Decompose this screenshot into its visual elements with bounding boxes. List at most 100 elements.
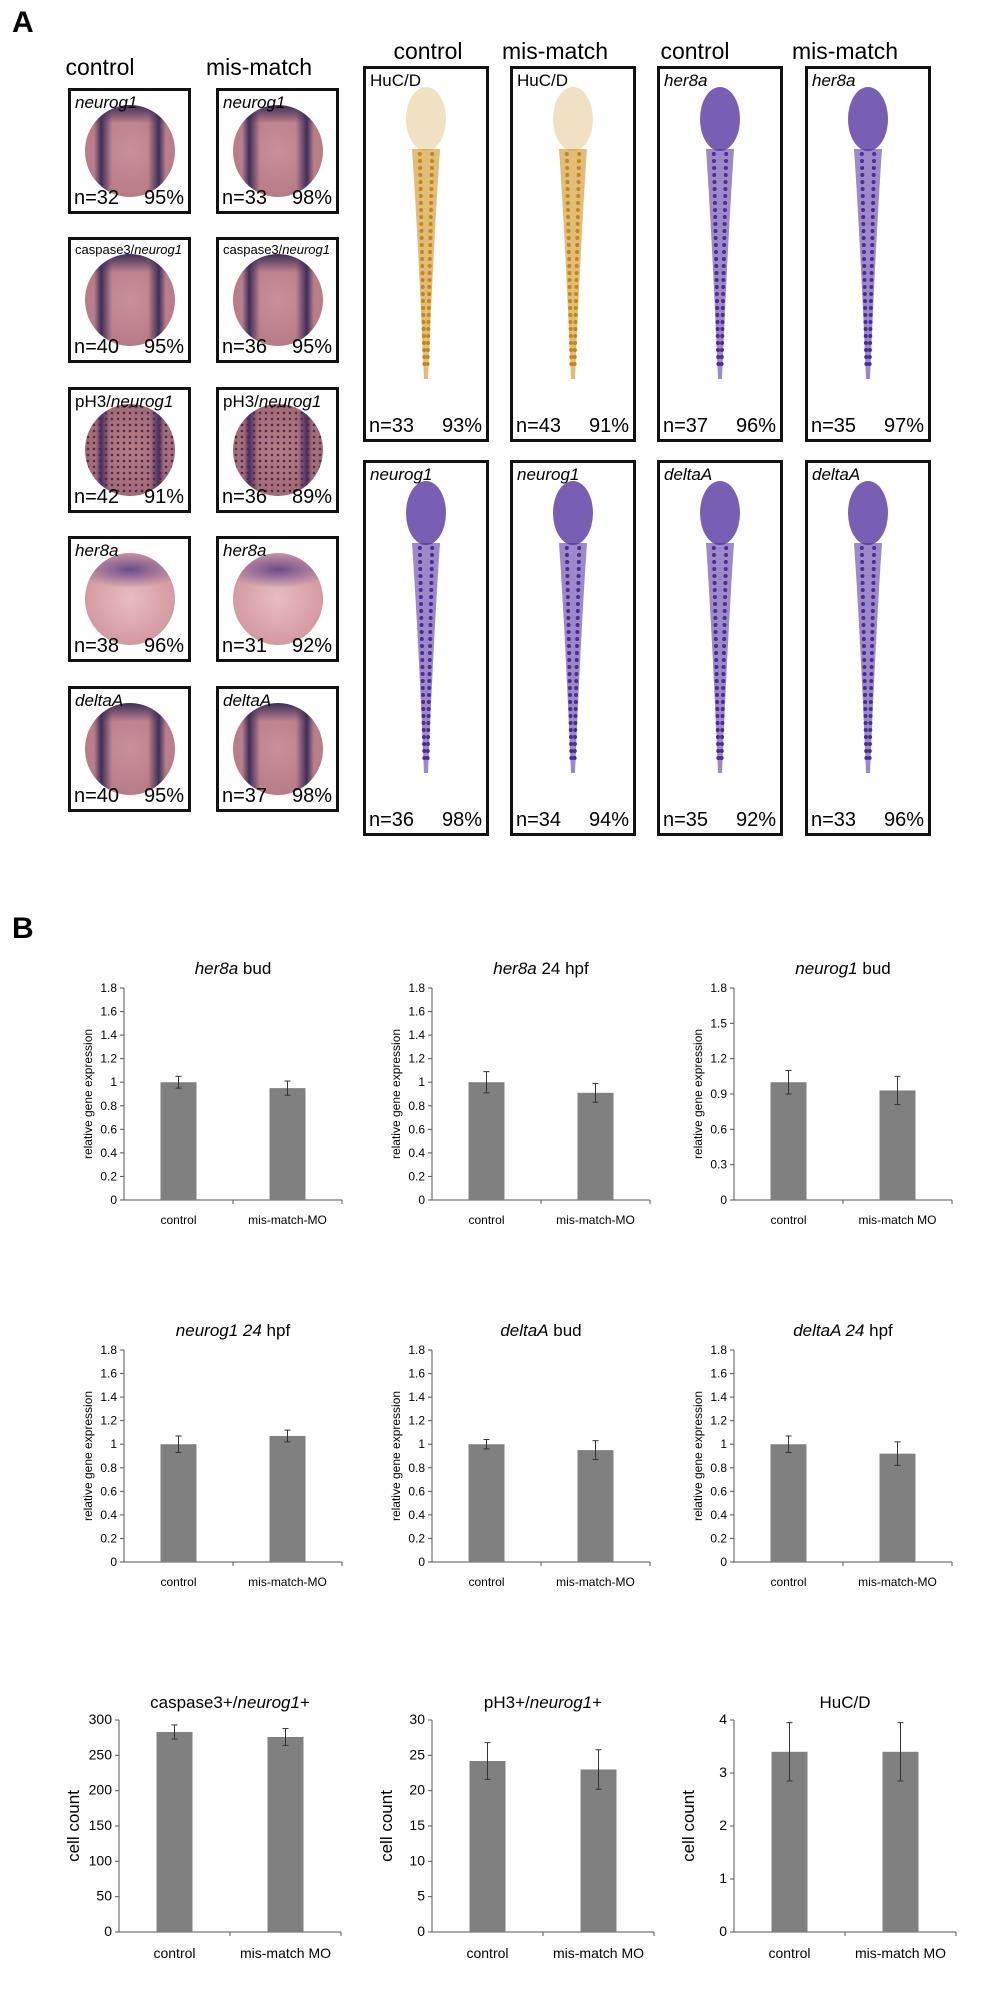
stain-dot bbox=[869, 285, 874, 289]
stain-dot bbox=[871, 201, 876, 205]
stain-dot bbox=[722, 630, 727, 634]
stain-dot bbox=[427, 292, 432, 296]
stain-dot bbox=[715, 299, 720, 303]
y-tick-label: 0.2 bbox=[710, 1531, 727, 1545]
y-tick-label: 5 bbox=[417, 1888, 425, 1904]
stain-dot bbox=[712, 173, 717, 177]
y-tick-label: 0.6 bbox=[100, 1122, 117, 1136]
y-tick-label: 1.8 bbox=[408, 981, 425, 995]
stain-dot bbox=[861, 208, 866, 212]
embryo-tile: caspase3/neurog1 n=36 95% bbox=[216, 237, 339, 363]
chart-title-gene: deltaA 24 bbox=[793, 1321, 864, 1340]
stain-dot bbox=[715, 334, 720, 338]
stain-dot bbox=[576, 166, 581, 170]
stain-dot bbox=[576, 187, 581, 191]
stain-dot bbox=[720, 721, 725, 725]
bar-chart: HuC/D 0 1 2 3 4 cell count control mis-match MO bbox=[670, 1680, 970, 1985]
stain-dot bbox=[713, 208, 718, 212]
stain-dot bbox=[575, 229, 580, 233]
stain-dot bbox=[421, 327, 426, 331]
stain-dot bbox=[714, 679, 719, 683]
stain-dot bbox=[721, 679, 726, 683]
embryo-image bbox=[85, 703, 175, 795]
stain-dot bbox=[565, 173, 570, 177]
chart-title: pH3+/neurog1+ bbox=[484, 1693, 602, 1712]
stain-dot bbox=[720, 707, 725, 711]
stain-dot bbox=[860, 560, 865, 564]
stain-dot bbox=[577, 159, 582, 163]
y-tick-label: 1.8 bbox=[710, 1343, 727, 1357]
bar bbox=[770, 1082, 807, 1200]
stain-dot bbox=[870, 215, 875, 219]
stain-dot bbox=[568, 700, 573, 704]
stain-dot bbox=[420, 679, 425, 683]
stain-dot bbox=[712, 201, 717, 205]
stain-dot bbox=[863, 334, 868, 338]
stain-dot bbox=[420, 271, 425, 275]
stain-dot bbox=[427, 264, 432, 268]
y-tick-label: 0.8 bbox=[408, 1099, 425, 1113]
stain-dot bbox=[722, 229, 727, 233]
chart-title-suffix: 24 hpf bbox=[537, 959, 589, 978]
chart-title-suffix: bud bbox=[549, 1321, 582, 1340]
stain-dot bbox=[567, 278, 572, 282]
stain-dot bbox=[572, 742, 577, 746]
column-header: control bbox=[65, 54, 135, 80]
stain-dot bbox=[426, 313, 431, 317]
bar bbox=[468, 1082, 505, 1200]
stain-dot bbox=[859, 546, 864, 550]
y-tick-label: 150 bbox=[89, 1817, 113, 1833]
stain-dot bbox=[421, 334, 426, 338]
y-tick-label: 0 bbox=[418, 1555, 425, 1569]
embryo-tile: pH3/neurog1 n=42 91% bbox=[68, 387, 191, 513]
stain-dot bbox=[575, 215, 580, 219]
stain-dot bbox=[567, 257, 572, 261]
percentage: 92% bbox=[735, 809, 776, 831]
stain-dot bbox=[714, 665, 719, 669]
stain-label-gene: her8a bbox=[75, 541, 119, 560]
sample-count: n=42 bbox=[74, 486, 120, 508]
stain-dot bbox=[426, 320, 431, 324]
stain-dot bbox=[711, 546, 716, 550]
column-header: mis-match bbox=[791, 38, 899, 64]
stain-dot bbox=[872, 159, 877, 163]
larva-body bbox=[559, 149, 587, 379]
stain-dot bbox=[566, 215, 571, 219]
larva-head bbox=[406, 87, 446, 151]
larva-tile: deltaA n=33 96% bbox=[805, 460, 931, 836]
stain-label: neurog1 bbox=[223, 93, 285, 113]
stain-dot bbox=[861, 616, 866, 620]
y-tick-label: 25 bbox=[409, 1746, 425, 1762]
stain-dot bbox=[568, 721, 573, 725]
stain-dot bbox=[861, 637, 866, 641]
x-tick-label: control bbox=[768, 1945, 810, 1961]
stain-dot bbox=[869, 658, 874, 662]
bar-chart: pH3+/neurog1+ 0 5 10 15 20 25 30 cell count contr… bbox=[368, 1680, 668, 1985]
stain-dot bbox=[429, 166, 434, 170]
larva-body bbox=[706, 543, 734, 773]
stain-dot bbox=[860, 588, 865, 592]
y-tick-label: 1.6 bbox=[408, 1367, 425, 1381]
bar bbox=[156, 1732, 193, 1932]
stain-dot bbox=[863, 327, 868, 331]
stain-dot bbox=[428, 602, 433, 606]
bar bbox=[160, 1444, 197, 1562]
stain-dot bbox=[430, 553, 435, 557]
stain-dot bbox=[419, 243, 424, 247]
y-tick-label: 0.4 bbox=[408, 1146, 425, 1160]
stain-dot bbox=[422, 756, 427, 760]
stain-dot bbox=[576, 581, 581, 585]
larva-body bbox=[706, 149, 734, 379]
stain-dot bbox=[720, 306, 725, 310]
y-tick-label: 1.6 bbox=[100, 1005, 117, 1019]
y-tick-label: 0.2 bbox=[100, 1169, 117, 1183]
chart-title-suffix: hpf bbox=[864, 1321, 893, 1340]
stain-dot bbox=[720, 320, 725, 324]
stain-dot bbox=[428, 208, 433, 212]
stain-dot bbox=[422, 355, 427, 359]
stain-dot bbox=[564, 546, 569, 550]
y-tick-label: 0 bbox=[110, 1193, 117, 1207]
stain-label-gene: neurog1 bbox=[110, 392, 174, 411]
stain-dot bbox=[860, 194, 865, 198]
bar bbox=[469, 1760, 506, 1932]
